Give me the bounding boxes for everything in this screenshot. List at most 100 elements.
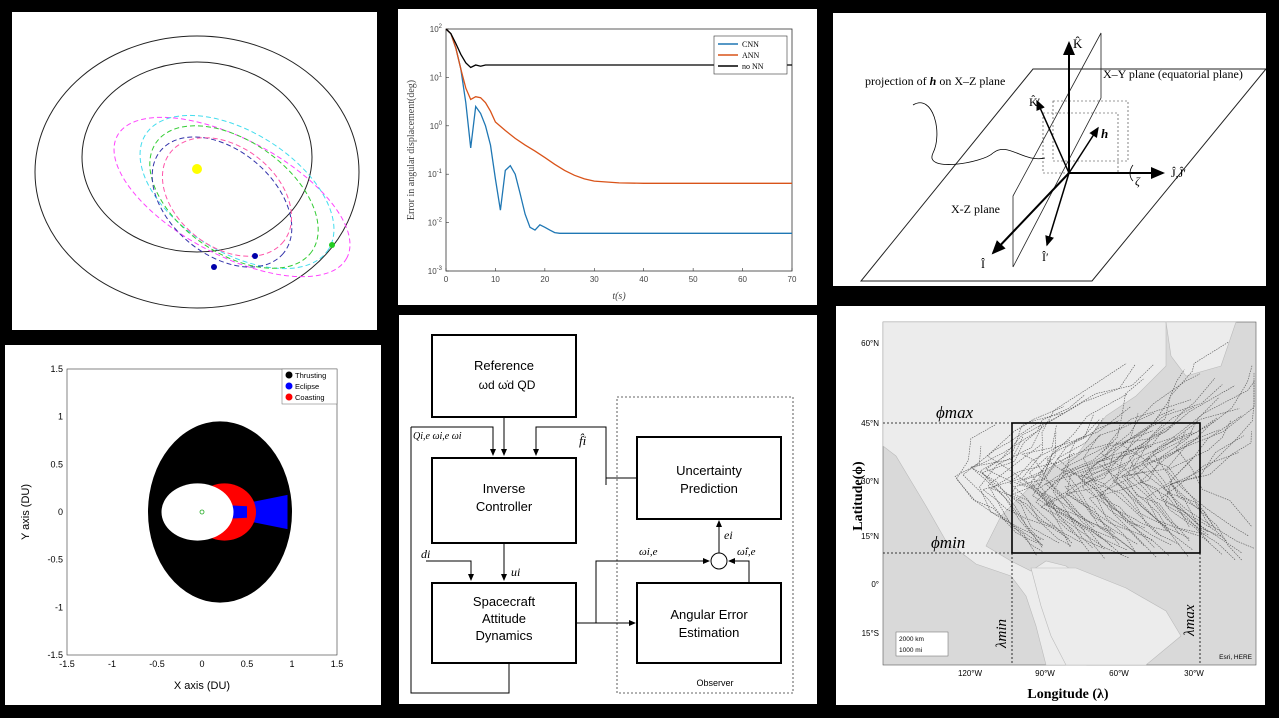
transfer-trajectory-1: [113, 116, 351, 278]
hurricane-track: [1046, 393, 1128, 534]
hurricane-track: [1044, 408, 1175, 551]
legend-eclipse: Eclipse: [295, 382, 319, 391]
hurricane-track: [1160, 452, 1239, 542]
angular-error-block: [636, 582, 782, 664]
hurricane-track: [1128, 428, 1209, 536]
x-axis-label: Longitude (λ): [1027, 687, 1109, 702]
orbit-diagram-panel: [12, 12, 377, 330]
sun-marker: [192, 164, 202, 174]
x-axis-label: X axis (DU): [174, 680, 230, 692]
hurricane-track: [1131, 373, 1255, 532]
hurricane-track: [979, 424, 1043, 552]
hurricane-track: [1040, 419, 1181, 558]
series-line-1: [445, 28, 792, 184]
signal-e: ei: [724, 528, 733, 542]
equatorial-plane: [859, 68, 1266, 282]
hurricane-track: [1064, 443, 1144, 552]
x-tick-label: 50: [689, 275, 698, 284]
summing-junction: [710, 552, 728, 570]
i-axis: [991, 172, 1070, 255]
central-body-hole: [161, 483, 234, 541]
transfer-trajectory-4: [151, 136, 293, 268]
series-line-0: [445, 28, 792, 234]
hurricane-track: [1032, 414, 1103, 548]
x-axis-label: t(s): [612, 291, 626, 302]
hurricane-track: [1052, 406, 1131, 556]
hurricane-track-map-panel: ϕmax ϕmin λmin λmax 60°N 45°N 30°N 15°N …: [836, 306, 1265, 705]
signal-q: Qi,e ωi,e ωi: [413, 431, 462, 442]
control-block-diagram: Reference ωd ω̇d QD Inverse Controller U…: [410, 334, 794, 694]
x-tick-label: 40: [639, 275, 648, 284]
hurricane-track: [1008, 439, 1073, 544]
hurricane-track: [954, 445, 1044, 540]
lat-tick-45n: 45°N: [861, 419, 879, 428]
inner-orbit: [81, 61, 313, 253]
transfer-trajectory-2: [139, 114, 335, 270]
outer-orbit: [34, 35, 360, 309]
estimation-label-1: Angular Error: [670, 607, 748, 622]
projection-box: [1042, 112, 1119, 174]
x-tick-label: 10: [491, 275, 500, 284]
lon-tick-120w: 120°W: [958, 669, 983, 678]
h-vector: [1068, 126, 1099, 174]
hurricane-track: [987, 444, 1042, 556]
k-prime-axis: [1036, 99, 1070, 174]
estimation-label-2: Estimation: [679, 625, 740, 640]
lat-tick-30n: 30°N: [861, 477, 879, 486]
y-tick-label: -1: [55, 602, 63, 612]
x-tick-label: 0: [199, 659, 204, 669]
y-tick-label: 102: [430, 24, 443, 34]
y-tick-label: 10-2: [428, 218, 443, 228]
transfer-trajectory-3: [149, 125, 319, 269]
uncertainty-prediction-block: [636, 436, 782, 520]
j-label: Ĵ,Ĵ′: [1171, 166, 1186, 180]
hurricane-track: [985, 406, 1074, 533]
node-marker-3: [329, 242, 335, 248]
hurricane-track: [1145, 415, 1242, 555]
phi-max-label: ϕmax: [936, 403, 974, 422]
hurricane-tracks: [954, 341, 1255, 561]
signal-w-hat: ω̂i,e: [737, 546, 756, 558]
origin-marker: [199, 509, 205, 515]
y-axis-label: Error in angular displacement(deg): [406, 80, 417, 220]
reference-frame-diagram: K̂ K̂′ Ĵ,Ĵ′ Î Î′ h ζ projection of h on …: [859, 32, 1266, 282]
y-axis-label: Y axis (DU): [20, 484, 32, 540]
hurricane-track: [981, 364, 1136, 544]
hurricane-track: [979, 364, 1154, 541]
lon-tick-60w: 60°W: [1109, 669, 1129, 678]
hurricane-track: [1121, 341, 1229, 527]
signal-d: di: [421, 547, 430, 561]
x-tick-label: 60: [738, 275, 747, 284]
inverse-label-1: Inverse: [483, 481, 526, 496]
trajectory-scatter-chart: -1.5 -1 -0.5 0 0.5 1 1.5 -1.5 -1 -0.5 0 0.5 1 1.5 X a…: [20, 364, 343, 692]
node-marker-2: [252, 253, 258, 259]
lambda-min-label: λmin: [994, 619, 1010, 649]
lon-tick-90w: 90°W: [1035, 669, 1055, 678]
y-tick-label: 100: [430, 121, 443, 131]
i-prime-label: Î′: [1042, 250, 1049, 264]
legend-ann: ANN: [742, 51, 760, 60]
orbit-diagram: [34, 35, 360, 309]
xy-plane-label: X–Y plane (equatorial plane): [1103, 67, 1243, 81]
signal-u: ui: [511, 565, 520, 579]
xz-plane-label: X-Z plane: [951, 202, 1000, 216]
x-tick-label: 20: [540, 275, 549, 284]
hurricane-track: [1102, 373, 1201, 539]
hurricane-track: [1122, 438, 1199, 541]
reference-frame-panel: K̂ K̂′ Ĵ,Ĵ′ Î Î′ h ζ projection of h on …: [833, 13, 1266, 286]
hurricane-track: [1088, 397, 1219, 556]
dynamics-label-3: Dynamics: [475, 628, 533, 643]
y-tick-label: 1.5: [50, 364, 63, 374]
hurricane-track: [1100, 377, 1216, 534]
map-attribution: Esri, HERE: [1219, 654, 1253, 661]
phi-min-label: ϕmin: [931, 533, 965, 552]
hurricane-track: [1010, 462, 1069, 539]
k-prime-label: K̂′: [1029, 95, 1041, 109]
scale-bar: 2000 km 1000 mi: [895, 631, 949, 657]
k-label: K̂: [1073, 36, 1083, 51]
x-tick-label: 30: [590, 275, 599, 284]
lat-tick-15s: 15°S: [862, 629, 879, 638]
region-box: [1011, 422, 1201, 554]
hurricane-track: [1064, 436, 1176, 545]
projection-leader: [912, 102, 1046, 165]
